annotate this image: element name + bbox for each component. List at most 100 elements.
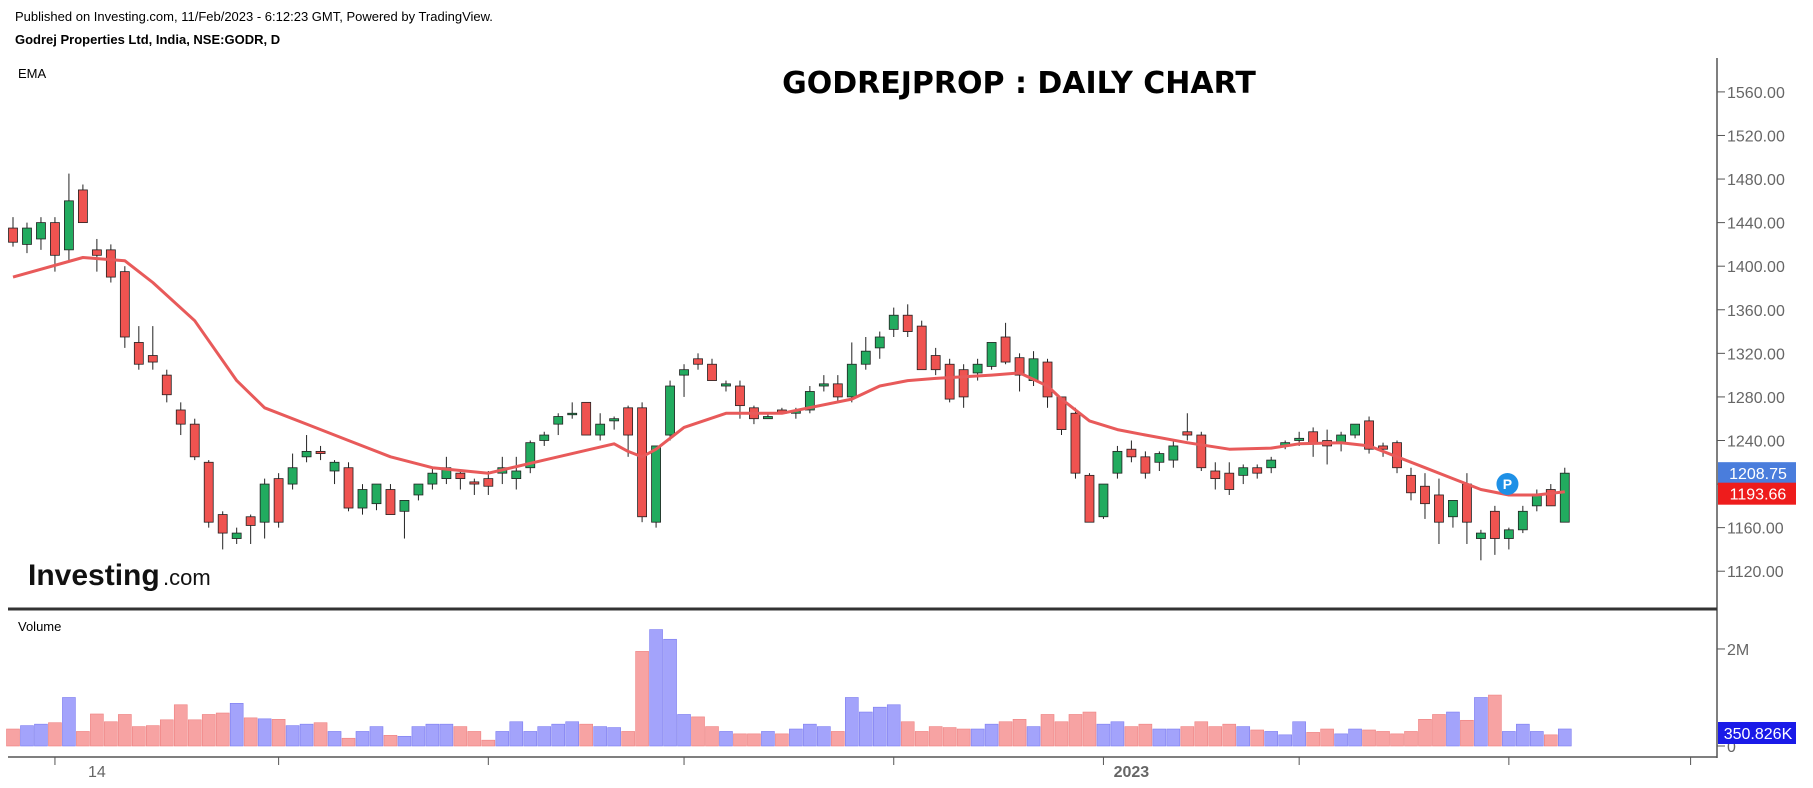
candle [1112,445,1123,479]
volume-bar [817,726,831,747]
candle-body [972,363,983,374]
volume-bar [970,728,985,747]
volume-bar [942,727,957,747]
volume-bar [1012,719,1027,747]
candle [916,320,927,371]
candle [1042,358,1053,408]
candle-body [735,385,745,407]
volume-bar [118,714,132,747]
axis-ticks: 1120.00 1160.00 1240.00 1280.00 1320.00 1360.… [54,85,1785,781]
candle [161,369,172,403]
candle [483,470,494,495]
candle [91,238,102,272]
pin-marker-circle[interactable] [1496,473,1519,495]
volume-bar [313,722,328,747]
candle-body [1531,494,1542,507]
candle [944,358,955,403]
volume-bar [858,711,873,747]
candle-body [301,450,312,458]
price-tick-label: 1560.00 [1727,85,1785,102]
volume-pane-label: Volume [18,619,61,634]
candle [902,304,913,337]
candle [315,445,326,461]
candle [1503,527,1514,550]
volume-bar [1250,729,1265,747]
volume-bar [1194,721,1209,747]
candle-body [78,189,88,224]
volume-tick-label: 2M [1727,642,1749,659]
candle [874,331,885,359]
volume-bar [1222,723,1237,747]
candle-body [846,363,857,398]
axis-badges: 1208.75 1193.66 350.826K [1718,462,1796,744]
candle [469,478,480,495]
candle [986,342,997,370]
candle [385,484,396,515]
volume-bar [1432,714,1446,747]
volume-bar [1418,719,1432,747]
candle-body [804,391,815,411]
candle [1196,431,1207,471]
volume-bar [1516,723,1530,747]
candle [860,337,871,370]
volume-bar [285,725,300,747]
ema-line-group [12,256,1565,497]
candle [217,511,228,550]
volume-bar [1096,723,1111,747]
volume-bar [579,723,593,747]
candle [1406,467,1416,501]
pin-marker[interactable]: P [1496,473,1519,495]
volume-bar [509,721,524,747]
candle-body [1196,434,1207,469]
candle [1476,529,1486,561]
volume-bar [705,726,719,747]
candle [693,353,703,370]
candle [36,217,46,250]
volume-bar [397,735,412,747]
candle-body [343,467,354,509]
candle-body [1084,474,1095,523]
candle-body [385,489,396,515]
candle-body [721,383,731,387]
volume-bar [425,723,440,747]
volume-bar [299,723,314,747]
candle-body [595,423,606,436]
candle-body [455,472,466,480]
price-tick-label: 1320.00 [1727,346,1785,363]
volume-bar [1557,728,1572,747]
volume-bar [1236,726,1251,747]
volume-bar [1376,731,1390,747]
candle-body [1154,453,1165,463]
candle-body [217,514,228,534]
candle-body [1476,532,1486,539]
candle-body [175,409,186,425]
volume-bar [1530,731,1544,747]
logo-suffix: .com [163,565,211,590]
volume-bar [1264,731,1278,747]
last-price-badge-bg [1718,462,1796,485]
last-volume-badge: 350.826K [1718,722,1796,744]
candle-body [832,383,843,398]
candle [203,460,214,528]
candle [119,266,130,348]
volume-bar [719,731,733,747]
candle [1098,483,1109,519]
candle-body [693,358,703,365]
volume-bar [132,726,146,747]
candle [567,402,578,419]
candle-body [888,314,899,330]
candle-body [245,516,256,526]
volume-bar [1068,714,1083,747]
volume-bar [229,703,244,747]
candle [679,364,689,397]
volume-bar [341,737,356,747]
volume-bar [1152,728,1167,747]
volume-bar [159,719,174,747]
candle [413,483,424,501]
candle [1154,451,1165,471]
candle-body [1517,510,1528,531]
candle-body [427,472,438,485]
candle [832,375,843,403]
candle-body [329,461,340,472]
